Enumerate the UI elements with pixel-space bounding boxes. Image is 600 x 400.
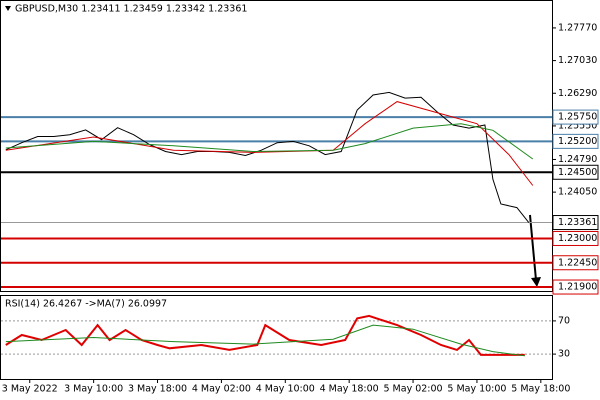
y-tick-label: 1.26290 — [558, 88, 597, 99]
rsi-title: RSI(14) 26.4267 ->MA(7) 26.0997 — [5, 299, 167, 310]
level-box — [552, 109, 599, 125]
x-tick-label: 4 May 10:00 — [256, 384, 315, 395]
arrow — [529, 214, 537, 281]
y-tick-label: 1.25550 — [558, 120, 597, 131]
series-line — [5, 324, 525, 357]
main-frame — [0, 0, 553, 292]
chart-title: GBPUSD,M30 1.23411 1.23459 1.23342 1.233… — [15, 4, 247, 15]
series-line — [5, 314, 525, 356]
series-line — [5, 101, 534, 186]
current-price-label: 1.23361 — [558, 217, 597, 228]
x-tick-label: 4 May 02:00 — [192, 384, 251, 395]
y-tick-label: 30 — [558, 349, 570, 360]
rsi-frame — [0, 295, 553, 380]
x-tick-label: 5 May 10:00 — [447, 384, 506, 395]
y-tick-label: 1.24050 — [558, 187, 597, 198]
current-price-box — [552, 215, 599, 231]
level-box — [552, 255, 599, 271]
level-label: 1.23000 — [558, 233, 597, 244]
series-line — [5, 91, 530, 223]
menu-icon — [5, 6, 11, 11]
y-tick-label: 1.24790 — [558, 154, 597, 165]
x-tick-label: 4 May 18:00 — [320, 384, 379, 395]
y-tick-label: 1.27770 — [558, 22, 597, 33]
level-box — [552, 230, 599, 246]
x-tick-label: 3 May 10:00 — [64, 384, 123, 395]
x-tick-label: 3 May 2022 — [2, 384, 58, 395]
x-tick-label: 5 May 02:00 — [383, 384, 442, 395]
series-line — [5, 123, 534, 160]
x-tick-label: 3 May 18:00 — [128, 384, 187, 395]
level-box — [552, 279, 599, 295]
level-label: 1.24500 — [558, 167, 597, 178]
level-label: 1.21900 — [558, 282, 597, 293]
level-box — [552, 164, 599, 180]
x-tick-label: 5 May 18:00 — [511, 384, 570, 395]
level-label: 1.25200 — [558, 136, 597, 147]
y-tick-label: 70 — [558, 315, 570, 326]
level-box — [552, 133, 599, 149]
y-tick-label: 1.27030 — [558, 55, 597, 66]
level-label: 1.22450 — [558, 257, 597, 268]
level-label: 1.25750 — [558, 112, 597, 123]
arrow-head — [531, 277, 541, 287]
